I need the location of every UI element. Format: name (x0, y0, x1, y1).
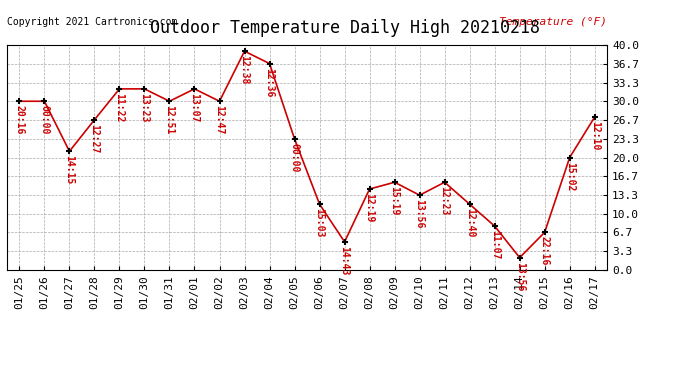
Text: 12:47: 12:47 (215, 105, 224, 135)
Text: Copyright 2021 Cartronics.com: Copyright 2021 Cartronics.com (7, 17, 177, 27)
Text: 12:51: 12:51 (164, 105, 175, 135)
Text: 12:23: 12:23 (440, 186, 450, 216)
Text: 15:03: 15:03 (315, 209, 324, 238)
Text: 12:27: 12:27 (90, 124, 99, 153)
Text: 12:38: 12:38 (239, 56, 250, 85)
Text: Temperature (°F): Temperature (°F) (499, 17, 607, 27)
Text: 13:56: 13:56 (515, 262, 524, 291)
Text: 12:10: 12:10 (590, 121, 600, 150)
Text: 13:07: 13:07 (190, 93, 199, 122)
Text: 15:02: 15:02 (564, 162, 575, 191)
Text: 00:00: 00:00 (290, 143, 299, 172)
Text: 20:16: 20:16 (14, 105, 24, 135)
Text: 15:19: 15:19 (390, 186, 400, 216)
Text: 13:56: 13:56 (415, 200, 424, 229)
Text: 14:15: 14:15 (64, 156, 75, 185)
Text: 22:16: 22:16 (540, 237, 550, 266)
Text: 00:00: 00:00 (39, 105, 50, 135)
Text: 12:19: 12:19 (364, 193, 375, 222)
Text: 12:40: 12:40 (464, 209, 475, 238)
Text: Outdoor Temperature Daily High 20210218: Outdoor Temperature Daily High 20210218 (150, 19, 540, 37)
Text: 12:36: 12:36 (264, 68, 275, 97)
Text: 13:23: 13:23 (139, 93, 150, 122)
Text: 11:07: 11:07 (490, 230, 500, 260)
Text: 14:43: 14:43 (339, 246, 350, 275)
Text: 11:22: 11:22 (115, 93, 124, 122)
